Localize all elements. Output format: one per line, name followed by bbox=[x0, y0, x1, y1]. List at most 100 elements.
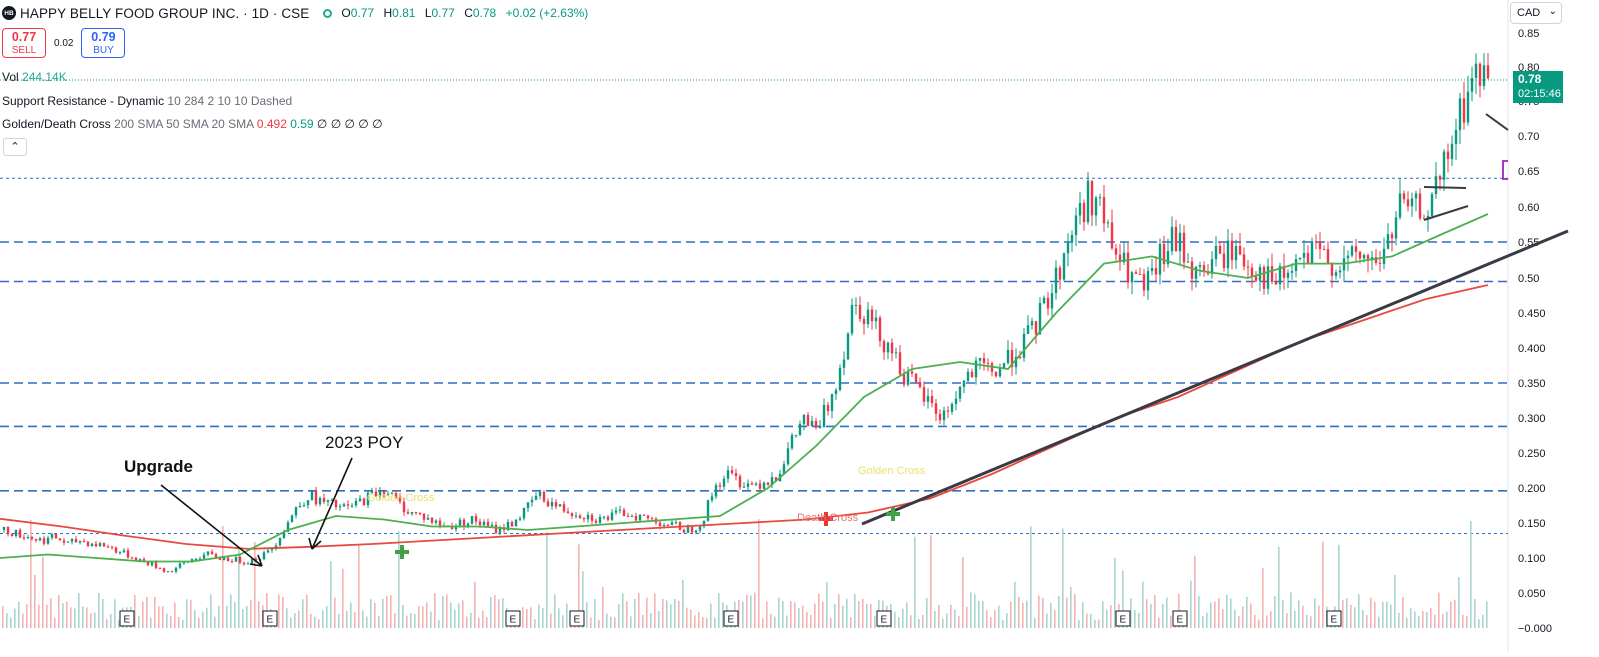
candle-body bbox=[1114, 248, 1118, 255]
volume-bar bbox=[142, 601, 144, 628]
earnings-marker[interactable] bbox=[1172, 610, 1188, 627]
candle-body bbox=[342, 504, 346, 507]
candle-body bbox=[902, 374, 906, 385]
volume-bar bbox=[1358, 594, 1360, 628]
sell-button[interactable]: 0.77 SELL bbox=[2, 28, 46, 58]
candle-body bbox=[1006, 349, 1010, 364]
candle-body bbox=[218, 557, 222, 560]
earnings-marker[interactable] bbox=[876, 610, 892, 627]
volume-bar bbox=[430, 611, 432, 628]
candle-body bbox=[834, 389, 838, 395]
candle-body bbox=[1242, 254, 1246, 267]
candle-body bbox=[842, 359, 846, 368]
volume-bar bbox=[1070, 586, 1072, 628]
candle-body bbox=[882, 341, 886, 353]
earnings-marker[interactable] bbox=[723, 610, 739, 627]
candle-body bbox=[318, 498, 322, 505]
volume-bar bbox=[1130, 598, 1132, 628]
volume-bar bbox=[282, 596, 284, 628]
symbol-header[interactable]: HB HAPPY BELLY FOOD GROUP INC. · 1D · CS… bbox=[2, 3, 594, 23]
volume-bar bbox=[798, 607, 800, 628]
candle-body bbox=[66, 541, 70, 543]
volume-bar bbox=[178, 616, 180, 628]
volume-bar bbox=[218, 606, 220, 628]
indicator-support-resistance[interactable]: Support Resistance - Dynamic 10 284 2 10… bbox=[2, 94, 292, 108]
volume-bar bbox=[1430, 607, 1432, 628]
candle-body bbox=[1202, 265, 1206, 272]
indicator-golden-death-cross[interactable]: Golden/Death Cross 200 SMA 50 SMA 20 SMA… bbox=[2, 117, 383, 131]
gdc-value-2: 0.59 bbox=[290, 117, 314, 131]
earnings-marker[interactable] bbox=[262, 610, 278, 627]
volume-bar bbox=[670, 604, 672, 628]
earnings-marker[interactable] bbox=[569, 610, 585, 627]
golden-cross-label: Golden Cross bbox=[367, 492, 435, 504]
volume-bar bbox=[750, 595, 752, 628]
candle-body bbox=[554, 502, 558, 507]
volume-bar bbox=[222, 525, 224, 628]
breakout-tick-line[interactable] bbox=[1485, 113, 1509, 131]
candle-body bbox=[1074, 215, 1078, 235]
candle-body bbox=[670, 522, 674, 526]
candle-body bbox=[1454, 129, 1458, 144]
candle-body bbox=[38, 538, 42, 541]
candle-body bbox=[938, 413, 942, 421]
volume-bar bbox=[1474, 599, 1476, 628]
volume-bar bbox=[1102, 601, 1104, 628]
candle-body bbox=[894, 352, 898, 354]
candle-body bbox=[518, 518, 522, 520]
volume-bar bbox=[1298, 600, 1300, 628]
candle-body bbox=[254, 558, 258, 561]
volume-bar bbox=[1078, 619, 1080, 628]
candle-body bbox=[726, 470, 730, 479]
candle-body bbox=[1398, 193, 1402, 218]
candle-body bbox=[1310, 241, 1314, 264]
volume-bar bbox=[382, 598, 384, 628]
candle-body bbox=[942, 410, 946, 421]
last-price-tag: 0.78 02:15:46 bbox=[1513, 71, 1563, 103]
candle-body bbox=[862, 318, 866, 325]
collapse-legend-button[interactable]: ⌃ bbox=[3, 138, 27, 156]
volume-bar bbox=[862, 598, 864, 628]
earnings-marker[interactable] bbox=[505, 610, 521, 627]
candle-body bbox=[998, 368, 1002, 377]
triangle-top-line[interactable] bbox=[1423, 186, 1467, 189]
y-tick-label: 0.400 bbox=[1518, 343, 1546, 355]
volume-bar bbox=[530, 607, 532, 628]
volume-bar bbox=[1026, 600, 1028, 628]
currency-select[interactable]: CAD ⌄ bbox=[1510, 2, 1562, 24]
volume-bar bbox=[1382, 601, 1384, 628]
candle-body bbox=[610, 512, 614, 520]
candle-body bbox=[1306, 252, 1310, 264]
indicator-volume[interactable]: Vol 244.14K bbox=[2, 70, 67, 84]
earnings-marker[interactable] bbox=[1115, 610, 1131, 627]
volume-bar bbox=[1238, 616, 1240, 628]
volume-bar bbox=[162, 606, 164, 628]
buy-button[interactable]: 0.79 BUY bbox=[81, 28, 126, 58]
candle-body bbox=[114, 547, 118, 553]
volume-bar bbox=[1150, 603, 1152, 628]
earnings-marker[interactable] bbox=[1326, 610, 1342, 627]
volume-bar bbox=[1094, 619, 1096, 628]
volume-bar bbox=[706, 618, 708, 628]
candle-body bbox=[194, 559, 198, 561]
volume-bar bbox=[210, 594, 212, 628]
volume-bar bbox=[746, 594, 748, 628]
earnings-marker-label: E bbox=[1120, 615, 1127, 626]
volume-bar bbox=[1054, 610, 1056, 628]
symbol-title[interactable]: HAPPY BELLY FOOD GROUP INC. · 1D · CSE bbox=[20, 5, 310, 21]
volume-bar bbox=[622, 593, 624, 628]
trendline-support[interactable] bbox=[861, 229, 1569, 526]
candle-body bbox=[750, 483, 754, 485]
volume-bar bbox=[190, 599, 192, 628]
volume-bar bbox=[410, 613, 412, 628]
volume-bar bbox=[1234, 609, 1236, 628]
triangle-bottom-line[interactable] bbox=[1423, 205, 1469, 221]
volume-bar bbox=[2, 606, 4, 628]
y-tick-label: 0.100 bbox=[1518, 553, 1546, 565]
volume-bar bbox=[826, 582, 828, 628]
earnings-marker[interactable] bbox=[119, 610, 135, 627]
candle-body bbox=[874, 317, 878, 322]
volume-bar bbox=[1290, 592, 1292, 628]
